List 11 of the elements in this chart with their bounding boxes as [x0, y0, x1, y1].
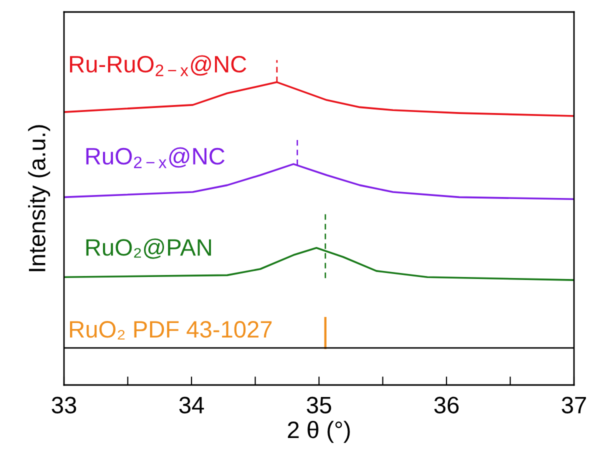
- x-tick-label: 36: [434, 396, 459, 414]
- x-axis-title: 2 θ (°): [288, 420, 350, 443]
- y-axis-title: Intensity (a.u.): [28, 125, 50, 272]
- text: RuO₂ PDF 43-1027: [70, 321, 272, 340]
- x-tick-label: 35: [306, 396, 332, 414]
- series-label: Ru-RuO$_{2−x}$@NC: [70, 55, 246, 76]
- series-label: RuO$_{2−x}$@NC: [86, 147, 225, 168]
- series-label: RuO₂@PAN: [86, 238, 211, 259]
- x-tick-label: 34: [179, 396, 204, 414]
- x-tick-label: 33: [52, 396, 76, 414]
- x-tick-label: 37: [562, 396, 586, 414]
